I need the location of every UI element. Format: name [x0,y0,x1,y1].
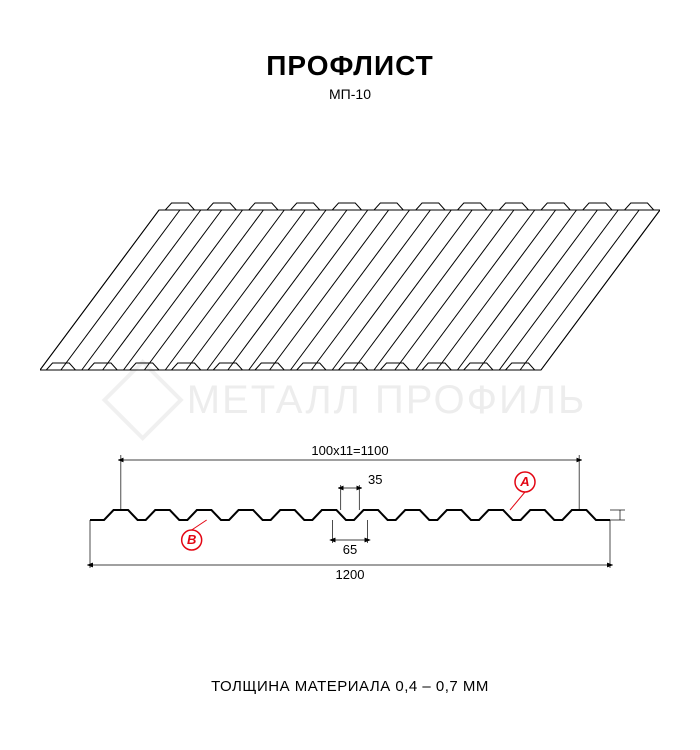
svg-text:A: A [519,474,529,489]
svg-text:35: 35 [368,472,382,487]
main-title: ПРОФЛИСТ [0,50,700,82]
title-block: ПРОФЛИСТ МП-10 [0,50,700,102]
thickness-label: ТОЛЩИНА МАТЕРИАЛА 0,4 – 0,7 ММ [0,678,700,695]
svg-text:B: B [187,532,196,547]
profile-section-view: 100x11=11003565120010 A B [70,440,630,580]
isometric-view [40,190,660,390]
subtitle: МП-10 [0,86,700,102]
svg-text:100x11=1100: 100x11=1100 [311,443,388,458]
svg-text:1200: 1200 [336,567,365,580]
svg-text:65: 65 [343,542,357,557]
